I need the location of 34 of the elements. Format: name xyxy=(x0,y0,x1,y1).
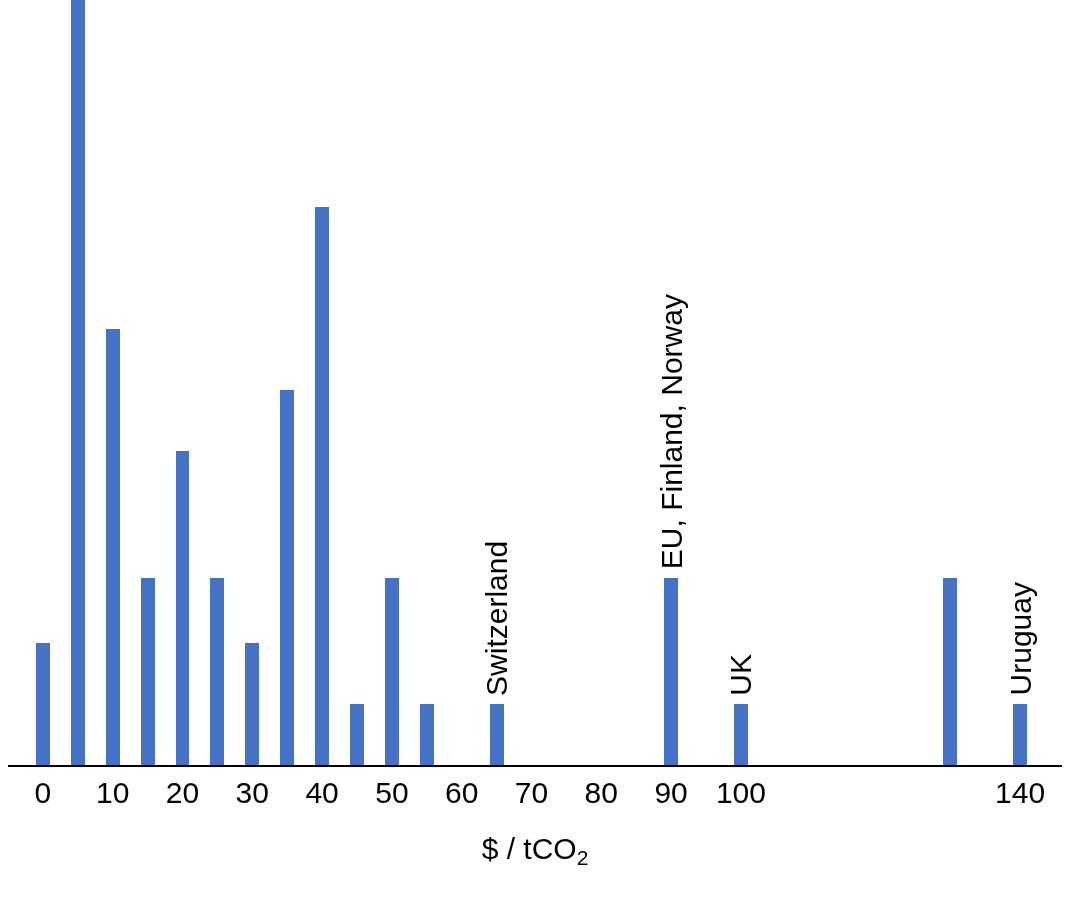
x-tick-label: 80 xyxy=(584,776,618,809)
bar xyxy=(350,704,364,765)
x-tick-label: 90 xyxy=(654,776,688,809)
x-tick-label: 100 xyxy=(715,776,766,809)
bar xyxy=(943,578,957,765)
x-tick-label: 60 xyxy=(445,776,479,809)
bar xyxy=(71,0,85,765)
x-tick-label: 140 xyxy=(995,776,1046,809)
bar xyxy=(280,390,294,765)
bar xyxy=(176,451,189,765)
x-tick-label: 0 xyxy=(34,776,52,809)
bar xyxy=(1013,704,1027,765)
x-tick-label: 50 xyxy=(375,776,409,809)
bar xyxy=(245,643,259,765)
bar xyxy=(490,704,504,765)
x-tick-label: 30 xyxy=(235,776,269,809)
bar xyxy=(385,578,399,765)
bar xyxy=(420,704,434,765)
annotation: Switzerland xyxy=(480,540,514,696)
x-tick-label: 10 xyxy=(96,776,130,809)
bar xyxy=(734,704,748,765)
bar xyxy=(210,578,224,765)
x-axis-title: $ / tCO$_{2}$ xyxy=(481,832,589,870)
bar xyxy=(315,207,329,765)
bar xyxy=(106,329,120,765)
annotation: Uruguay xyxy=(1003,582,1037,696)
annotation: EU, Finland, Norway xyxy=(655,294,689,570)
x-tick-label: 40 xyxy=(305,776,339,809)
x-tick-label: 20 xyxy=(165,776,200,809)
bar xyxy=(36,643,50,765)
x-tick-label: 70 xyxy=(514,776,549,809)
bar xyxy=(141,578,155,765)
bar xyxy=(664,578,678,765)
annotation: UK xyxy=(724,654,758,696)
